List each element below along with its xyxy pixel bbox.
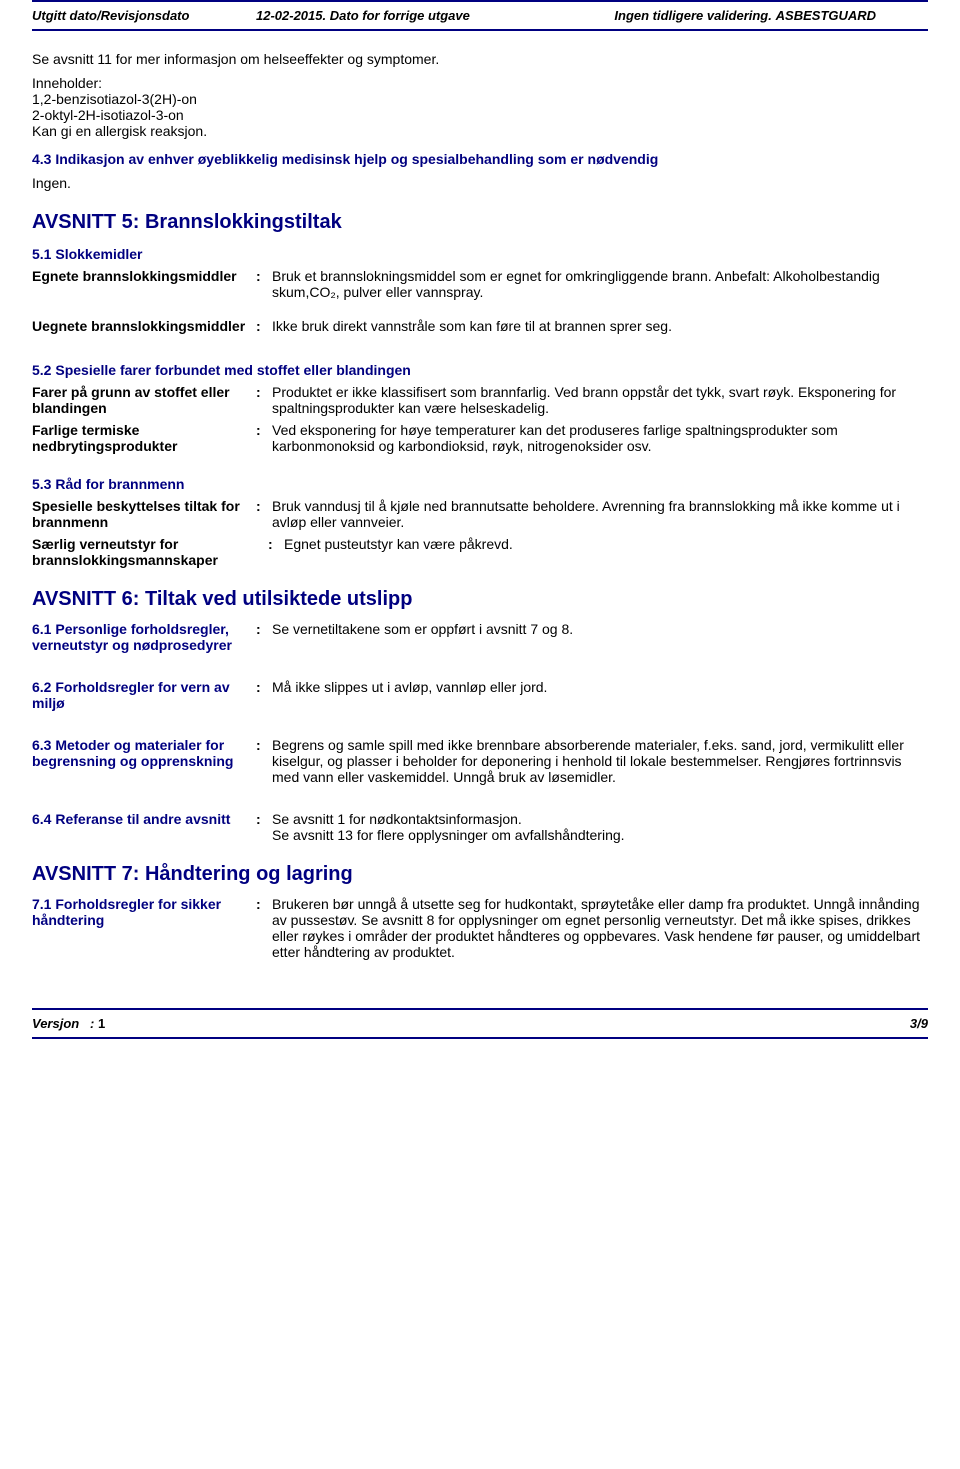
row-5-3-a: Spesielle beskyttelses tiltak for brannm… [32, 498, 928, 530]
label-6-3: 6.3 Metoder og materialer for begrensnin… [32, 737, 256, 769]
value-5-2-b: Ved eksponering for høye temperaturer ka… [272, 422, 928, 454]
value-5-3-b: Egnet pusteutstyr kan være påkrevd. [284, 536, 928, 552]
header-col1: Utgitt dato/Revisjonsdato [32, 1, 256, 30]
intro-para2: Inneholder: 1,2-benzisotiazol-3(2H)-on 2… [32, 75, 928, 139]
row-5-1-a: Egnete brannslokkingsmiddler : Bruk et b… [32, 268, 928, 300]
row-6-4: 6.4 Referanse til andre avsnitt : Se avs… [32, 811, 928, 843]
value-6-1: Se vernetiltakene som er oppført i avsni… [272, 621, 928, 637]
heading-4-3: 4.3 Indikasjon av enhver øyeblikkelig me… [32, 151, 928, 167]
label-5-1-a: Egnete brannslokkingsmiddler [32, 268, 256, 284]
row-5-2-b: Farlige termiske nedbrytingsprodukter : … [32, 422, 928, 454]
footer-left: Versjon : 1 [32, 1016, 105, 1031]
footer-right: 3/9 [910, 1016, 928, 1031]
footer: Versjon : 1 3/9 [32, 1008, 928, 1039]
heading-5-2: 5.2 Spesielle farer forbundet med stoffe… [32, 362, 928, 378]
label-6-4: 6.4 Referanse til andre avsnitt [32, 811, 256, 827]
row-5-2-a: Farer på grunn av stoffet eller blanding… [32, 384, 928, 416]
value-6-2: Må ikke slippes ut i avløp, vannløp elle… [272, 679, 928, 695]
intro-para1: Se avsnitt 11 for mer informasjon om hel… [32, 51, 928, 67]
header-col2: 12-02-2015. Dato for forrige utgave [256, 1, 614, 30]
header-col4: ASBESTGUARD [776, 1, 928, 30]
section-7-title: AVSNITT 7: Håndtering og lagring [32, 863, 928, 886]
row-5-1-b: Uegnete brannslokkingsmiddler : Ikke bru… [32, 318, 928, 334]
row-6-1: 6.1 Personlige forholdsregler, verneutst… [32, 621, 928, 653]
label-6-2: 6.2 Forholdsregler for vern av miljø [32, 679, 256, 711]
label-5-2-a: Farer på grunn av stoffet eller blanding… [32, 384, 256, 416]
row-6-2: 6.2 Forholdsregler for vern av miljø : M… [32, 679, 928, 711]
value-5-3-a: Bruk vanndusj til å kjøle ned brannutsat… [272, 498, 928, 530]
label-5-3-b: Særlig verneutstyr for brannslokkingsman… [32, 536, 268, 568]
value-6-3: Begrens og samle spill med ikke brennbar… [272, 737, 928, 785]
value-4-3: Ingen. [32, 175, 928, 191]
value-5-2-a: Produktet er ikke klassifisert som brann… [272, 384, 928, 416]
value-5-1-a: Bruk et brannslokningsmiddel som er egne… [272, 268, 928, 300]
value-6-4: Se avsnitt 1 for nødkontaktsinformasjon.… [272, 811, 928, 843]
row-7-1: 7.1 Forholdsregler for sikker håndtering… [32, 896, 928, 960]
row-5-3-b: Særlig verneutstyr for brannslokkingsman… [32, 536, 928, 568]
label-6-1: 6.1 Personlige forholdsregler, verneutst… [32, 621, 256, 653]
row-6-3: 6.3 Metoder og materialer for begrensnin… [32, 737, 928, 785]
heading-5-3: 5.3 Råd for brannmenn [32, 476, 928, 492]
document-header: Utgitt dato/Revisjonsdato 12-02-2015. Da… [32, 0, 928, 31]
label-7-1: 7.1 Forholdsregler for sikker håndtering [32, 896, 256, 928]
section-5-title: AVSNITT 5: Brannslokkingstiltak [32, 211, 928, 234]
value-5-1-b: Ikke bruk direkt vannstråle som kan føre… [272, 318, 928, 334]
value-7-1: Brukeren bør unngå å utsette seg for hud… [272, 896, 928, 960]
header-col3: Ingen tidligere validering. [614, 1, 775, 30]
section-6-title: AVSNITT 6: Tiltak ved utilsiktede utslip… [32, 588, 928, 611]
label-5-3-a: Spesielle beskyttelses tiltak for brannm… [32, 498, 256, 530]
label-5-2-b: Farlige termiske nedbrytingsprodukter [32, 422, 256, 454]
heading-5-1: 5.1 Slokkemidler [32, 246, 928, 262]
label-5-1-b: Uegnete brannslokkingsmiddler [32, 318, 256, 334]
